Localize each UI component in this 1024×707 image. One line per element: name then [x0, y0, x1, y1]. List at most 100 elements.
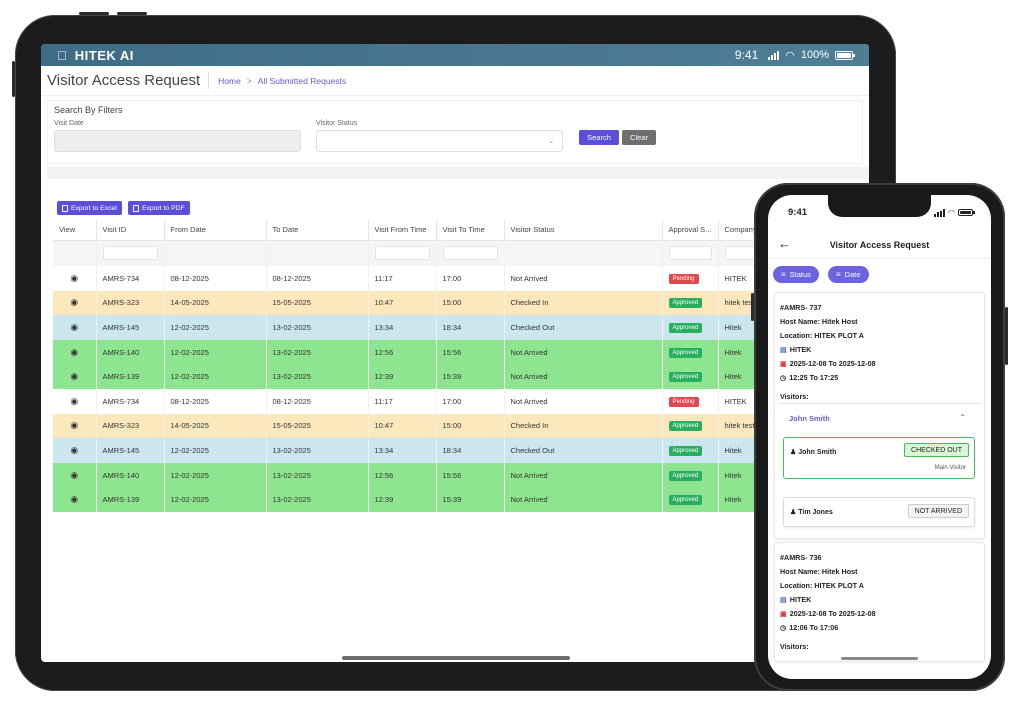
column-filter-input[interactable]: [102, 246, 158, 261]
approval-badge: Pending: [668, 273, 699, 284]
table-row[interactable]: ◉ AMRS-140 12-02-2025 13-02-2025 12:56 15:56 N…: [53, 339, 869, 365]
visitor-group-toggle[interactable]: John Smith: [789, 414, 830, 423]
col-header[interactable]: From Date: [164, 220, 267, 241]
cell-from: 08-12-2025: [164, 266, 267, 291]
col-header[interactable]: Approval S...: [662, 220, 719, 241]
cell-t_from: 13:34: [368, 438, 437, 463]
table-row[interactable]: ◉ AMRS-145 12-02-2025 13-02-2025 13:34 18:34 C…: [53, 315, 869, 340]
tablet-top-button: [117, 12, 147, 15]
clock-icon: ◷: [780, 373, 787, 382]
table-row[interactable]: ◉ AMRS-139 12-02-2025 13-02-2025 12:39 15:39 N…: [53, 487, 869, 512]
status-chip-label: Status: [789, 270, 811, 279]
visitors-label: Visitors:: [780, 642, 809, 651]
col-header[interactable]: View: [53, 220, 97, 241]
breadcrumb-current[interactable]: All Submitted Requests: [257, 75, 347, 86]
eye-icon[interactable]: ◉: [70, 321, 79, 332]
chevron-up-icon[interactable]: ⌃: [959, 413, 966, 422]
view-cell: ◉: [53, 413, 97, 439]
column-filter-input[interactable]: [374, 246, 430, 261]
cell-to: 15-05-2025: [266, 290, 369, 316]
table-row[interactable]: ◉ AMRS-734 08-12-2025 08-12-2025 11:17 17:00 N…: [53, 388, 869, 414]
clear-button[interactable]: Clear: [622, 130, 656, 145]
filter-title: Search By Filters: [54, 105, 123, 115]
cell-id: AMRS-139: [96, 487, 165, 512]
table-row[interactable]: ◉ AMRS-323 14-05-2025 15-05-2025 10:47 15:00 C…: [53, 290, 869, 316]
column-filter-input[interactable]: [668, 246, 712, 261]
signal-icon: [768, 50, 780, 60]
visit-date-input[interactable]: [54, 130, 301, 152]
app-brand: HITEK AI: [65, 47, 134, 63]
request-card[interactable]: #AMRS- 736 Host Name: Hitek Host Locatio…: [774, 542, 985, 662]
eye-icon[interactable]: ◉: [70, 420, 79, 431]
export-excel-button[interactable]: Export to Excel: [57, 201, 122, 215]
breadcrumb: Home > All Submitted Requests: [218, 76, 346, 86]
cell-t_to: 15:56: [436, 462, 505, 488]
phone-home-indicator: [841, 657, 918, 660]
col-header[interactable]: Visit From Time: [368, 220, 437, 241]
eye-icon[interactable]: ◉: [70, 494, 79, 505]
cell-id: AMRS-139: [96, 364, 165, 389]
cell-t_from: 12:39: [368, 364, 437, 389]
approval-badge: Approved: [668, 495, 703, 506]
view-cell: ◉: [53, 462, 97, 488]
table-row[interactable]: ◉ AMRS-140 12-02-2025 13-02-2025 12:56 15:56 N…: [53, 462, 869, 488]
cell-from: 14-05-2025: [164, 413, 267, 439]
table-row[interactable]: ◉ AMRS-734 08-12-2025 08-12-2025 11:17 17:00 N…: [53, 266, 869, 291]
col-header[interactable]: Visitor Status: [504, 220, 663, 241]
apple-icon: : [57, 48, 67, 63]
eye-icon[interactable]: ◉: [70, 272, 79, 283]
cell-from: 12-02-2025: [164, 487, 267, 512]
visitor-item[interactable]: ♟ Tim Jones NOT ARRIVED: [783, 497, 975, 527]
visitor-status-select[interactable]: ⌄: [316, 130, 563, 152]
file-icon: [133, 204, 139, 212]
table-row[interactable]: ◉ AMRS-139 12-02-2025 13-02-2025 12:39 15:39 N…: [53, 364, 869, 389]
search-button[interactable]: Search: [579, 130, 619, 145]
view-cell: ◉: [53, 290, 97, 316]
col-header[interactable]: Visit ID: [96, 220, 165, 241]
back-arrow-icon[interactable]: ←: [778, 236, 791, 251]
table-row[interactable]: ◉ AMRS-145 12-02-2025 13-02-2025 13:34 18:34 C…: [53, 438, 869, 463]
eye-icon[interactable]: ◉: [70, 444, 79, 455]
breadcrumb-home[interactable]: Home: [218, 75, 241, 86]
eye-icon[interactable]: ◉: [70, 346, 79, 357]
eye-icon[interactable]: ◉: [70, 469, 79, 480]
cell-to: 13-02-2025: [266, 438, 369, 463]
eye-icon[interactable]: ◉: [70, 395, 79, 406]
cell-status: Checked In: [504, 413, 663, 439]
status-filter-chip[interactable]: ≡ Status: [773, 266, 819, 283]
request-card[interactable]: #AMRS- 737 Host Name: Hitek Host Locatio…: [774, 292, 985, 539]
date-filter-chip[interactable]: ≡ Date: [828, 266, 869, 283]
status-bar:  HITEK AI 9:41 ◠ 100%: [41, 44, 869, 66]
filter-icon: ≡: [836, 270, 841, 279]
cell-to: 13-02-2025: [266, 339, 369, 365]
approval-cell: Approved: [662, 487, 719, 512]
export-excel-label: Export to Excel: [71, 204, 117, 212]
visitor-status-badge: CHECKED OUT: [904, 443, 969, 457]
col-header[interactable]: To Date: [266, 220, 369, 241]
view-cell: ◉: [53, 438, 97, 463]
cell-status: Checked Out: [504, 315, 663, 340]
visitor-status-badge: NOT ARRIVED: [907, 504, 969, 518]
cell-from: 12-02-2025: [164, 364, 267, 389]
cell-t_from: 13:34: [368, 315, 437, 340]
approval-badge: Approved: [668, 445, 703, 456]
table-row[interactable]: ◉ AMRS-323 14-05-2025 15-05-2025 10:47 15:00 C…: [53, 413, 869, 439]
column-filter-input[interactable]: [442, 246, 498, 261]
tablet-screen:  HITEK AI 9:41 ◠ 100% Visitor Access Re…: [41, 44, 869, 662]
cell-t_to: 15:39: [436, 487, 505, 512]
eye-icon[interactable]: ◉: [70, 297, 79, 308]
visitor-item[interactable]: ♟ John Smith CHECKED OUT Main Visitor: [783, 437, 975, 479]
col-header[interactable]: Visit To Time: [436, 220, 505, 241]
cell-id: AMRS-734: [96, 388, 165, 414]
person-icon: ♟: [790, 509, 797, 516]
column-filter-cell: [436, 240, 505, 266]
export-pdf-button[interactable]: Export to PDF: [128, 201, 190, 215]
eye-icon[interactable]: ◉: [70, 371, 79, 382]
cell-t_to: 15:39: [436, 364, 505, 389]
notch: [828, 195, 931, 217]
host-name: Host Name: Hitek Host: [780, 317, 858, 326]
cell-id: AMRS-140: [96, 462, 165, 488]
approval-cell: Pending: [662, 388, 719, 414]
approval-badge: Approved: [668, 347, 703, 358]
cell-t_to: 15:00: [436, 290, 505, 316]
